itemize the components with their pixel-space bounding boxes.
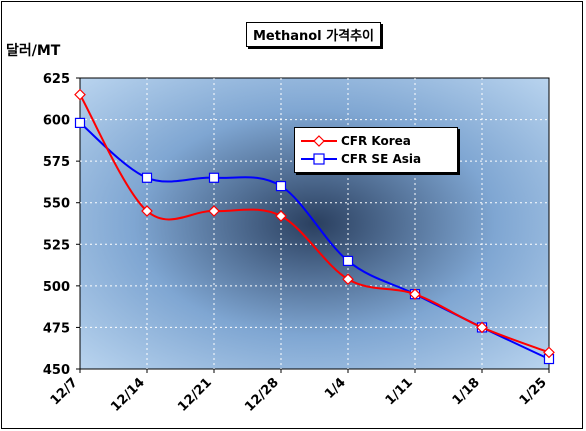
y-tick-label: 450: [43, 363, 70, 378]
point-korea: [476, 321, 488, 334]
point-korea: [543, 346, 555, 359]
grid-layer: [80, 78, 549, 369]
y-tick-label: 625: [43, 72, 70, 87]
x-tick-label: 1/4: [322, 375, 349, 402]
x-tick-label: 12/21: [175, 375, 215, 415]
point-se-asia: [275, 180, 287, 192]
y-tick-label: 550: [43, 197, 70, 212]
x-tick-label: 12/14: [108, 375, 148, 415]
y-tick-label: 600: [43, 114, 70, 129]
y-tick-label: 475: [43, 321, 70, 336]
point-korea: [208, 205, 220, 217]
point-se-asia: [208, 172, 220, 183]
point-korea: [275, 210, 287, 222]
point-se-asia: [74, 117, 86, 128]
legend-korea-swatch-icon: [301, 135, 337, 147]
chart-title: Methanol 가격추이: [246, 22, 382, 47]
point-se-asia: [141, 172, 153, 183]
x-tick-label: 1/11: [383, 375, 416, 408]
point-korea: [141, 205, 153, 217]
legend-label-se-asia: CFR SE Asia: [341, 152, 422, 166]
legend-entry-korea: CFR Korea: [301, 132, 451, 150]
legend: CFR Korea CFR SE Asia: [294, 127, 458, 173]
y-axis-label: 달러/MT: [6, 43, 61, 59]
x-tick-label: 1/18: [450, 375, 483, 408]
point-korea: [409, 288, 421, 301]
y-tick-label: 575: [43, 155, 70, 170]
legend-entry-se-asia: CFR SE Asia: [301, 150, 451, 168]
x-tick-label: 12/28: [242, 375, 282, 415]
point-korea: [74, 88, 86, 101]
legend-se-asia-swatch-icon: [301, 153, 337, 165]
point-se-asia: [342, 255, 354, 267]
x-tick-label: 12/7: [48, 375, 81, 408]
legend-label-korea: CFR Korea: [341, 134, 411, 148]
y-tick-label: 525: [43, 238, 70, 253]
x-tick-label: 1/25: [517, 375, 550, 408]
y-tick-label: 500: [43, 280, 70, 295]
series-layer: [74, 88, 555, 365]
point-korea: [342, 273, 354, 286]
